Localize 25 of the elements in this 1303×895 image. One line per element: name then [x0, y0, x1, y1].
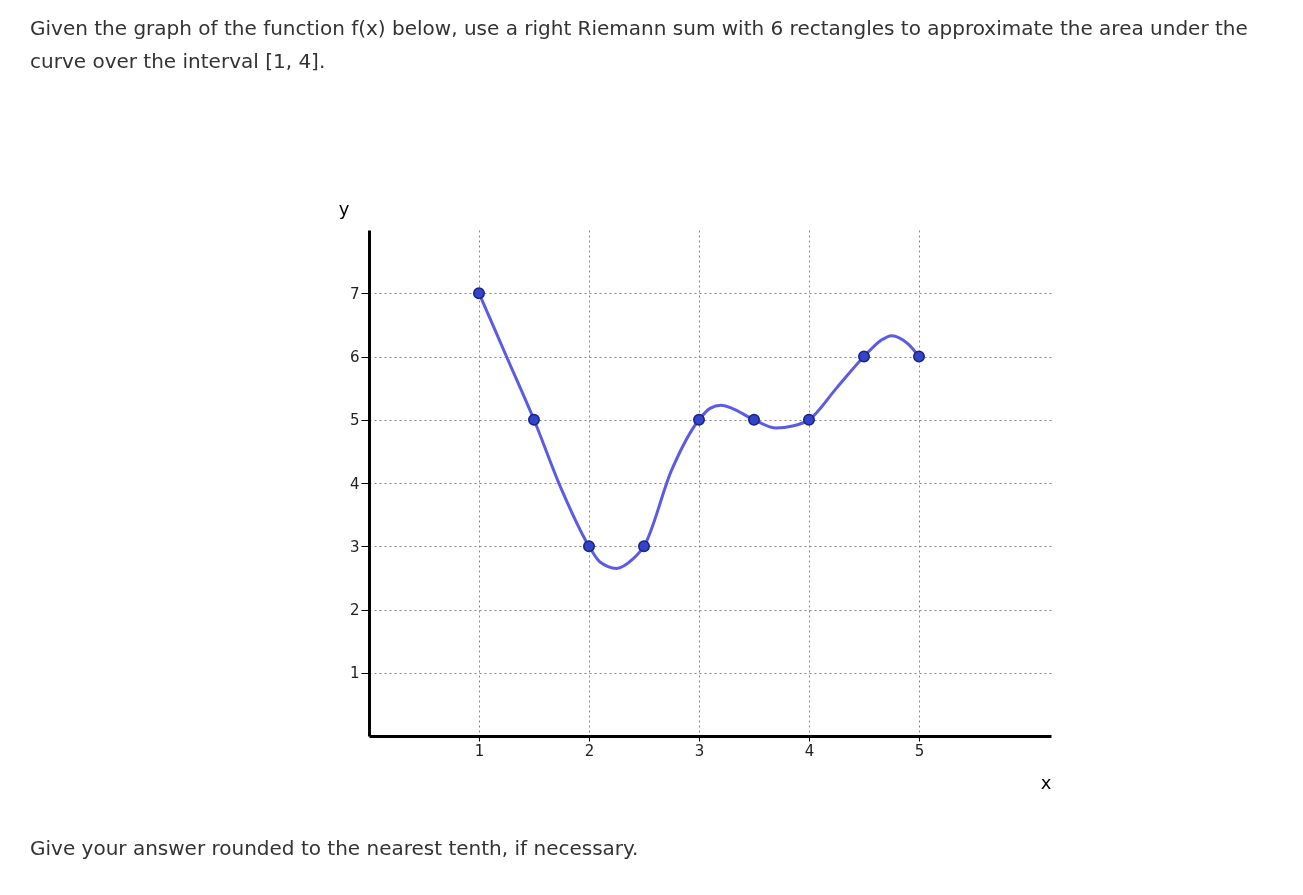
y-tick-label: 1 [349, 664, 360, 683]
y-tick-label: 2 [349, 601, 360, 619]
point [803, 413, 815, 426]
y-tick-label: 4 [349, 474, 360, 493]
x-axis-title: x [1040, 771, 1052, 793]
y-tick-label: 6 [349, 348, 360, 366]
chart-title: Given the graph of the function f(x) below, use a right Riemann sum with 6 rectangles to approximate the area under the curve over the interval [1, 4]. [30, 15, 1249, 75]
x-tick-label: 5 [914, 741, 925, 760]
x-tick-label: 2 [584, 741, 595, 760]
x-tick-label: 1 [474, 741, 485, 760]
point [748, 413, 760, 426]
point [913, 350, 925, 363]
point [583, 540, 595, 553]
x-tick-label: 3 [694, 741, 705, 760]
y-tick-label: 7 [349, 284, 360, 303]
y-axis-title: y [338, 197, 350, 219]
point [693, 413, 705, 426]
y-tick-label: 5 [349, 411, 360, 430]
point [473, 287, 485, 300]
x-tick-label: 4 [804, 741, 815, 760]
y-tick-label: 3 [349, 537, 360, 556]
point [858, 350, 870, 363]
text: Give your answer rounded to the nearest tenth, if necessary. [30, 836, 639, 860]
point [638, 540, 650, 553]
point [528, 413, 540, 426]
